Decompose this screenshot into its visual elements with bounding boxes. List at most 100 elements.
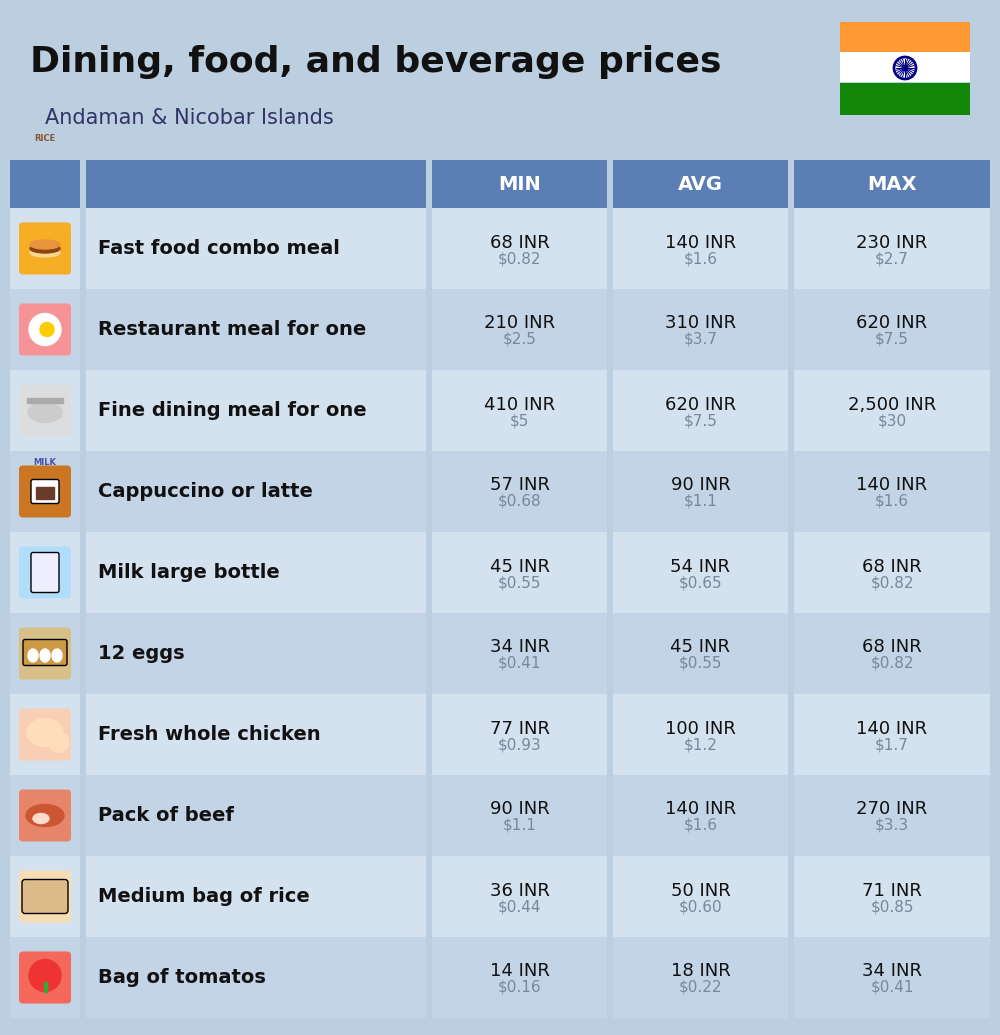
Bar	[432, 369, 607, 451]
Text: $1.2: $1.2	[684, 737, 717, 752]
Text: 140 INR: 140 INR	[665, 234, 736, 252]
Bar	[86, 694, 426, 775]
Ellipse shape	[26, 804, 64, 827]
Ellipse shape	[52, 649, 62, 662]
Bar	[794, 694, 990, 775]
Text: 45 INR: 45 INR	[670, 639, 730, 656]
Text: Restaurant meal for one: Restaurant meal for one	[98, 320, 366, 339]
Text: Pack of beef: Pack of beef	[98, 806, 234, 825]
Bar	[86, 160, 426, 208]
Text: 140 INR: 140 INR	[665, 800, 736, 819]
Text: Medium bag of rice: Medium bag of rice	[98, 887, 310, 906]
Text: $0.16: $0.16	[498, 980, 541, 995]
Bar	[432, 289, 607, 369]
FancyBboxPatch shape	[19, 223, 71, 274]
FancyBboxPatch shape	[19, 384, 71, 437]
Text: 90 INR: 90 INR	[671, 476, 730, 495]
Text: MIN: MIN	[498, 175, 541, 194]
Bar	[10, 160, 80, 208]
Bar	[432, 856, 607, 937]
Bar	[613, 289, 788, 369]
FancyBboxPatch shape	[22, 880, 68, 914]
Bar	[840, 22, 970, 52]
Circle shape	[49, 733, 69, 752]
Bar	[432, 694, 607, 775]
Bar	[10, 369, 80, 451]
Bar	[794, 369, 990, 451]
FancyBboxPatch shape	[31, 553, 59, 592]
Bar	[10, 532, 80, 613]
Text: $0.68: $0.68	[498, 494, 541, 509]
Bar	[10, 289, 80, 369]
Bar	[794, 208, 990, 289]
Text: Fine dining meal for one: Fine dining meal for one	[98, 401, 367, 420]
Bar	[86, 451, 426, 532]
Text: $1.1: $1.1	[503, 818, 536, 833]
Bar	[432, 208, 607, 289]
Text: 140 INR: 140 INR	[856, 719, 928, 738]
Text: 77 INR: 77 INR	[490, 719, 550, 738]
Text: 12 eggs: 12 eggs	[98, 644, 185, 663]
Text: 68 INR: 68 INR	[490, 234, 549, 252]
Text: 410 INR: 410 INR	[484, 395, 555, 414]
Bar	[613, 613, 788, 694]
Bar	[794, 613, 990, 694]
Bar	[613, 937, 788, 1018]
FancyBboxPatch shape	[19, 790, 71, 841]
FancyBboxPatch shape	[19, 303, 71, 355]
Text: $0.55: $0.55	[679, 656, 722, 671]
Text: $0.85: $0.85	[870, 899, 914, 914]
Bar	[86, 775, 426, 856]
Text: 54 INR: 54 INR	[670, 558, 730, 575]
Text: $2.7: $2.7	[875, 252, 909, 266]
Ellipse shape	[40, 649, 50, 662]
Text: $0.65: $0.65	[679, 575, 722, 590]
Bar	[86, 532, 426, 613]
Bar	[432, 532, 607, 613]
Bar	[613, 160, 788, 208]
Bar	[10, 451, 80, 532]
Text: $2.5: $2.5	[503, 332, 536, 347]
Circle shape	[902, 65, 908, 70]
Text: 230 INR: 230 INR	[856, 234, 928, 252]
Text: $0.82: $0.82	[498, 252, 541, 266]
Text: $30: $30	[877, 413, 907, 428]
Text: 620 INR: 620 INR	[856, 315, 928, 332]
Bar	[432, 451, 607, 532]
Bar	[613, 694, 788, 775]
Bar	[36, 486, 54, 499]
Text: Cappuccino or latte: Cappuccino or latte	[98, 482, 313, 501]
Text: $0.82: $0.82	[870, 575, 914, 590]
FancyBboxPatch shape	[19, 951, 71, 1004]
Bar	[794, 160, 990, 208]
Bar	[86, 369, 426, 451]
Bar	[613, 532, 788, 613]
Text: 270 INR: 270 INR	[856, 800, 928, 819]
Text: Fresh whole chicken: Fresh whole chicken	[98, 724, 321, 744]
Bar	[10, 694, 80, 775]
Text: 36 INR: 36 INR	[490, 882, 549, 899]
Ellipse shape	[30, 248, 60, 257]
Text: $0.60: $0.60	[679, 899, 722, 914]
Text: 2,500 INR: 2,500 INR	[848, 395, 936, 414]
Text: 68 INR: 68 INR	[862, 558, 922, 575]
Bar	[432, 775, 607, 856]
Text: $1.1: $1.1	[684, 494, 717, 509]
Bar	[794, 451, 990, 532]
Bar	[613, 208, 788, 289]
Text: $1.6: $1.6	[684, 252, 718, 266]
Bar	[794, 532, 990, 613]
Bar	[840, 52, 970, 82]
Circle shape	[40, 323, 54, 336]
Bar	[613, 856, 788, 937]
Text: 100 INR: 100 INR	[665, 719, 736, 738]
Bar	[10, 856, 80, 937]
Bar	[432, 613, 607, 694]
Bar	[10, 775, 80, 856]
Text: 14 INR: 14 INR	[490, 963, 549, 980]
Bar	[10, 208, 80, 289]
Text: $0.22: $0.22	[679, 980, 722, 995]
Bar	[86, 208, 426, 289]
Bar	[86, 856, 426, 937]
Bar	[86, 289, 426, 369]
